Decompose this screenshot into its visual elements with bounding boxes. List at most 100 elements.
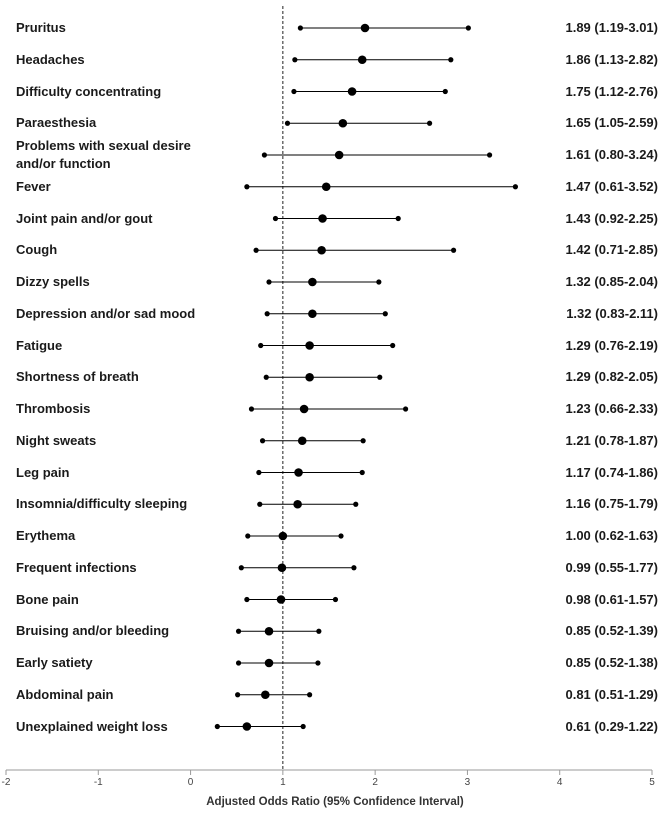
ci-lower-point: [244, 596, 250, 603]
ci-upper-point: [395, 215, 401, 222]
ci-upper-point: [315, 660, 321, 666]
row-value: 1.29 (0.82-2.05): [565, 369, 658, 385]
ci-lower-point: [272, 215, 279, 222]
odds-ratio-point: [317, 245, 326, 255]
row-label: Cough: [16, 242, 58, 258]
row-label: Frequent infections: [16, 559, 137, 575]
row-value: 1.86 (1.13-2.82): [565, 51, 658, 67]
row-label: Difficulty concentrating: [16, 83, 162, 99]
ci-lower-point: [264, 311, 270, 317]
odds-ratio-point: [360, 23, 370, 33]
row-label: Paraesthesia: [16, 115, 97, 131]
odds-ratio-point: [357, 55, 367, 65]
row-label: Problems with sexual desire and/or funct…: [16, 138, 191, 171]
ci-upper-point: [376, 279, 382, 285]
odds-ratio-point: [276, 595, 286, 604]
row-value: 0.98 (0.61-1.57): [565, 591, 658, 607]
ci-lower-point: [245, 533, 251, 539]
ci-lower-point: [291, 88, 297, 95]
ci-upper-point: [307, 692, 313, 698]
ci-upper-point: [486, 152, 493, 158]
odds-ratio-point: [299, 404, 309, 414]
row-label: Insomnia/difficulty sleeping: [16, 496, 188, 512]
odds-ratio-point: [308, 277, 317, 287]
odds-ratio-point: [305, 372, 314, 382]
odds-ratio-point: [297, 436, 307, 446]
odds-ratio-point: [347, 87, 357, 96]
row-value: 0.61 (0.29-1.22): [565, 718, 658, 734]
odds-ratio-point: [277, 563, 287, 573]
ci-upper-point: [442, 88, 448, 95]
row-value: 1.61 (0.80-3.24): [565, 147, 658, 162]
ci-upper-point: [390, 342, 396, 349]
ci-lower-point: [261, 152, 267, 158]
odds-ratio-point: [321, 182, 331, 192]
odds-ratio-point: [308, 309, 317, 319]
odds-ratio-point: [264, 626, 274, 636]
ci-upper-point: [316, 628, 322, 634]
odds-ratio-point: [261, 690, 270, 700]
row-value: 1.32 (0.83-2.11): [566, 305, 658, 321]
row-value: 1.00 (0.62-1.63): [565, 528, 658, 543]
ci-lower-point: [244, 184, 250, 190]
ci-upper-point: [402, 406, 409, 412]
ci-upper-point: [512, 184, 519, 190]
ci-upper-point: [351, 565, 357, 571]
row-label: Dizzy spells: [16, 274, 90, 289]
row-value: 1.29 (0.76-2.19): [565, 337, 658, 353]
ci-upper-point: [450, 247, 457, 253]
odds-ratio-point: [334, 150, 344, 160]
row-label: Unexplained weight loss: [16, 718, 168, 734]
ci-lower-point: [259, 438, 266, 444]
row-label: Thrombosis: [16, 401, 91, 416]
ci-lower-point: [257, 501, 263, 507]
ci-upper-point: [382, 311, 388, 317]
row-label: Bruising and/or bleeding: [16, 623, 170, 639]
ci-lower-point: [253, 247, 259, 253]
row-value: 1.21 (0.78-1.87): [565, 432, 658, 448]
row-label: Night sweats: [16, 432, 97, 448]
ci-upper-point: [360, 438, 366, 444]
row-value: 1.23 (0.66-2.33): [565, 401, 658, 416]
odds-ratio-point: [264, 658, 274, 668]
x-tick-label: 3: [465, 777, 471, 788]
odds-ratio-point: [278, 531, 288, 541]
ci-lower-point: [297, 25, 303, 31]
ci-upper-point: [300, 723, 306, 730]
ci-lower-point: [263, 374, 269, 380]
row-label: Joint pain and/or gout: [16, 210, 153, 226]
ci-lower-point: [214, 723, 220, 730]
row-label: Depression and/or sad mood: [16, 305, 196, 321]
row-value: 1.89 (1.19-3.01): [565, 20, 658, 35]
odds-ratio-point: [294, 468, 303, 477]
row-value: 0.85 (0.52-1.39): [565, 623, 658, 639]
odds-ratio-point: [318, 214, 327, 223]
ci-upper-point: [359, 469, 365, 476]
odds-ratio-point: [293, 499, 302, 509]
row-label: Fever: [16, 178, 51, 194]
ci-upper-point: [377, 374, 383, 380]
ci-lower-point: [235, 660, 242, 666]
row-value: 1.32 (0.85-2.04): [565, 274, 658, 289]
row-label: Early satiety: [16, 655, 93, 670]
row-value: 0.99 (0.55-1.77): [565, 559, 658, 575]
row-label: Pruritus: [16, 20, 66, 35]
x-tick-label: 4: [557, 777, 563, 788]
row-value: 0.85 (0.52-1.38): [565, 655, 658, 670]
ci-lower-point: [258, 342, 264, 349]
row-value: 1.16 (0.75-1.79): [565, 496, 658, 512]
ci-lower-point: [235, 692, 241, 698]
x-tick-label: 2: [372, 777, 378, 788]
odds-ratio-point: [242, 722, 252, 731]
row-value: 1.17 (0.74-1.86): [565, 464, 658, 480]
row-label: Leg pain: [16, 464, 70, 480]
ci-upper-point: [448, 57, 454, 63]
x-tick-label: 1: [280, 777, 286, 788]
ci-lower-point: [256, 469, 262, 476]
ci-lower-point: [238, 565, 244, 571]
row-label: Erythema: [16, 528, 76, 543]
row-value: 1.43 (0.92-2.25): [565, 210, 658, 226]
ci-upper-point: [332, 596, 339, 603]
row-value: 1.65 (1.05-2.59): [565, 115, 658, 131]
